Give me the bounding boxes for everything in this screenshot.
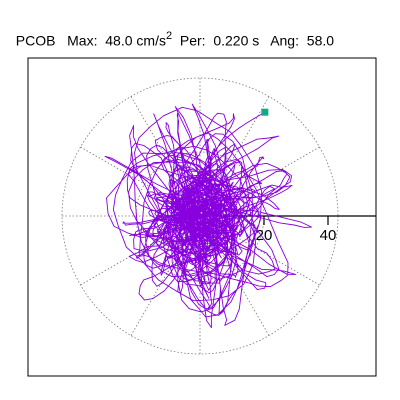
angle-label: Ang: bbox=[270, 32, 299, 49]
plot-border bbox=[27, 57, 377, 377]
max-marker bbox=[261, 108, 269, 116]
max-exponent: 2 bbox=[165, 30, 173, 42]
max-label: Max: bbox=[67, 32, 98, 49]
radial-tick-label-20: 20 bbox=[256, 227, 273, 244]
radial-tick-label-40: 40 bbox=[320, 227, 337, 244]
plot-header: PCOB Max: 48.0 cm/s2 Per: 0.220 s Ang: 5… bbox=[8, 15, 334, 49]
angle-value: 58.0 bbox=[306, 32, 335, 49]
period-label: Per: bbox=[179, 32, 206, 49]
max-value: 48.0 cm/s bbox=[105, 32, 166, 49]
motion-trace bbox=[104, 103, 313, 329]
station-code: PCOB bbox=[15, 32, 56, 49]
period-value: 0.220 s bbox=[213, 32, 260, 49]
